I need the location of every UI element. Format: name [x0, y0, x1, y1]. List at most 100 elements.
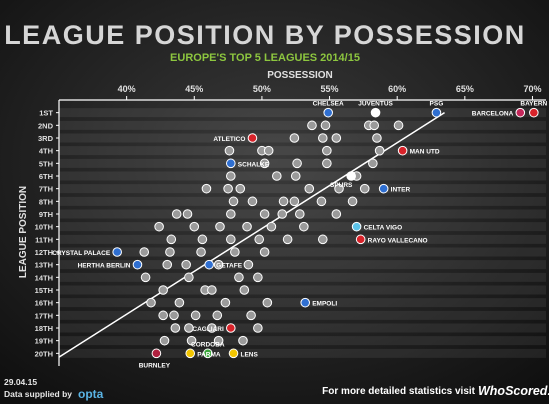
y-tick-label: 6TH	[39, 172, 53, 181]
team-label: CRYSTAL PALACE	[52, 250, 111, 257]
team-point	[184, 272, 194, 283]
team-point	[215, 221, 225, 232]
team-point	[334, 183, 344, 194]
footer-cta: For more detailed statistics visit	[322, 386, 475, 397]
team-point	[154, 221, 164, 232]
x-tick-label: 45%	[185, 84, 203, 94]
y-tick-label: 1ST	[39, 109, 53, 118]
team-point	[253, 323, 263, 333]
y-tick-label: 17TH	[35, 311, 53, 320]
team-point	[226, 171, 236, 181]
team-point	[226, 209, 236, 219]
team-point	[253, 272, 263, 283]
footer-brand: WhoScored.com	[478, 384, 549, 398]
team-label: RAYO VALLECANO	[368, 237, 428, 244]
team-point	[169, 310, 179, 321]
team-point	[238, 335, 248, 346]
team-point	[317, 133, 328, 143]
team-point	[170, 323, 181, 333]
team-point	[228, 348, 239, 359]
y-tick-label: 3RD	[38, 134, 54, 143]
team-point	[529, 107, 539, 118]
team-label: PARMA	[197, 351, 221, 358]
team-point	[239, 285, 250, 295]
team-point	[322, 158, 332, 169]
team-point	[234, 272, 244, 283]
team-point	[203, 348, 213, 359]
team-point	[230, 247, 240, 257]
team-label: CORDOBA	[191, 341, 225, 348]
plot-area: 1ST 2ND 3RD 4TH 5TH 6TH 7TH 8TH 9TH 10TH 11TH 12TH 1…	[35, 84, 548, 369]
team-point	[266, 221, 277, 232]
team-point	[355, 234, 366, 245]
chart-subtitle: EUROPE'S TOP 5 LEAGUES 2014/15	[170, 52, 360, 64]
team-point	[431, 107, 442, 118]
team-point	[159, 335, 170, 346]
x-axis-label: POSSESSION	[267, 70, 333, 81]
team-point	[290, 171, 301, 181]
team-point	[277, 209, 288, 219]
y-tick-label: 20TH	[35, 349, 53, 358]
team-point	[307, 120, 317, 131]
team-point	[347, 196, 358, 207]
team-point	[190, 310, 201, 321]
team-point	[331, 133, 342, 143]
y-tick-label: 7TH	[39, 185, 53, 194]
team-point	[223, 183, 233, 194]
team-point	[300, 297, 311, 308]
team-point	[304, 183, 315, 194]
team-label: SCHALKE	[238, 161, 270, 168]
team-point	[289, 133, 300, 143]
team-point	[322, 145, 332, 156]
team-point	[247, 196, 258, 207]
team-point	[189, 221, 200, 232]
team-point	[259, 247, 270, 257]
team-point	[346, 171, 357, 181]
team-point	[323, 107, 334, 118]
team-label: INTER	[391, 187, 411, 194]
team-point	[316, 196, 327, 207]
team-point	[207, 285, 217, 295]
team-point	[242, 221, 252, 232]
team-point	[262, 297, 273, 308]
team-point	[162, 259, 173, 270]
team-point	[243, 259, 254, 270]
team-label: HERTHA BERLIN	[78, 263, 131, 270]
y-tick-label: 13TH	[35, 261, 53, 270]
team-point	[112, 247, 122, 257]
team-point	[226, 323, 236, 333]
team-point	[263, 145, 274, 156]
team-point	[351, 221, 362, 232]
y-tick-label: 5TH	[39, 159, 53, 168]
y-tick-label: 16TH	[35, 299, 53, 308]
y-tick-label: 2ND	[38, 121, 54, 130]
y-tick-label: 18TH	[35, 324, 53, 333]
team-point	[235, 183, 246, 194]
team-point	[331, 209, 342, 219]
y-axis-label: LEAGUE POSITION	[18, 186, 29, 278]
team-point	[320, 120, 331, 131]
team-point	[228, 196, 239, 207]
team-point	[246, 310, 256, 321]
team-point	[204, 259, 214, 270]
team-point	[158, 285, 168, 295]
y-tick-label: 8TH	[39, 197, 53, 206]
team-point	[212, 310, 223, 321]
team-point	[166, 234, 177, 245]
y-tick-label: 14TH	[35, 273, 53, 282]
team-point	[317, 234, 328, 245]
source: Data supplied by	[4, 389, 72, 399]
team-label: EMPOLI	[312, 301, 337, 308]
team-point	[182, 209, 193, 219]
team-point	[289, 196, 300, 207]
team-label: JUVENTUS	[358, 101, 393, 108]
y-tick-label: 12TH	[35, 248, 53, 257]
team-label: ATLETICO	[213, 136, 245, 143]
team-label: MAN UTD	[410, 149, 440, 156]
team-point	[393, 120, 404, 131]
x-tick-label: 70%	[523, 84, 541, 94]
team-point	[185, 348, 196, 359]
x-tick-label: 50%	[253, 84, 271, 94]
team-point	[186, 335, 197, 346]
